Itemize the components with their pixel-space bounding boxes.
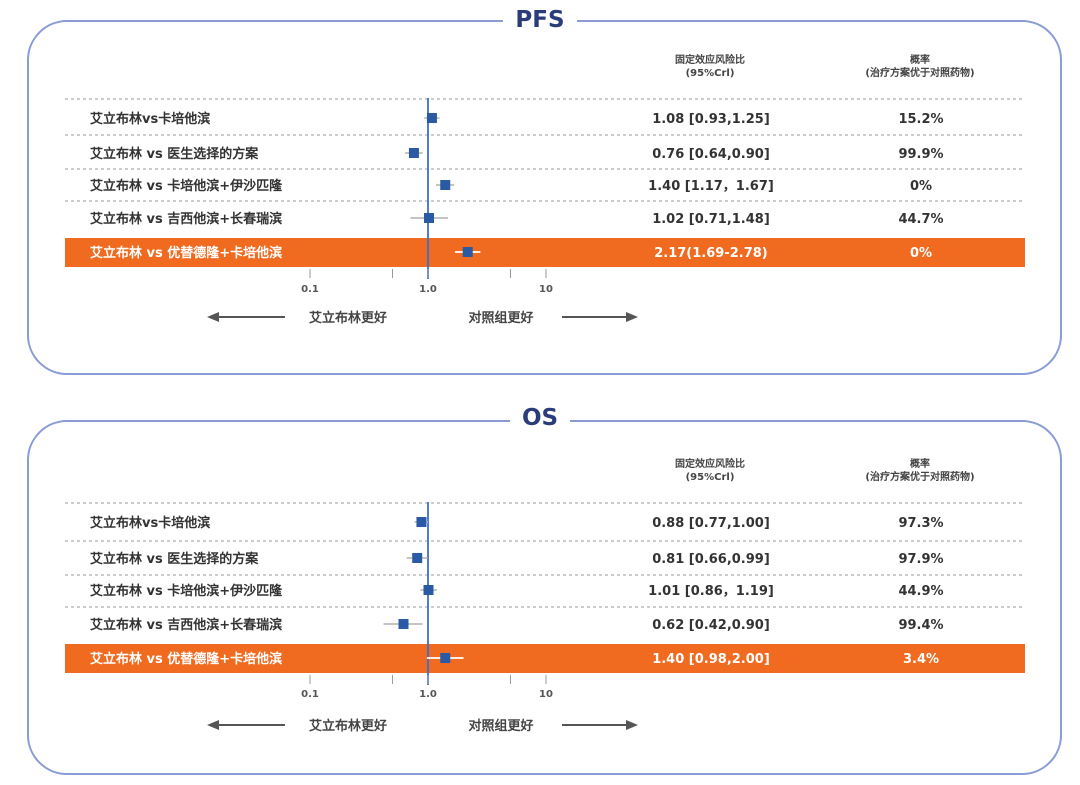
- pfs-prob-text: 44.7%: [898, 212, 943, 227]
- pfs-left-arrow-icon: [207, 312, 219, 322]
- pfs-title: PFS: [0, 7, 1080, 33]
- pfs-row-label: 艾立布林 vs 卡培他滨+伊沙匹隆: [90, 178, 283, 194]
- pfs-prob-text: 0%: [910, 246, 932, 261]
- pfs-right-direction-label: 对照组更好: [468, 310, 533, 326]
- pfs-highlight-row-bg: [65, 238, 1025, 267]
- os-panel: [27, 420, 1062, 775]
- pfs-right-arrow-icon: [626, 312, 638, 322]
- os-ci-text: 1.01 [0.86，1.19]: [648, 584, 774, 599]
- pfs-left-direction-label: 艾立布林更好: [309, 310, 387, 326]
- os-tick-label: 0.1: [301, 689, 319, 700]
- pfs-row-label: 艾立布林 vs 吉西他滨+长春瑞滨: [90, 211, 282, 227]
- os-prob-text: 44.9%: [898, 584, 943, 599]
- pfs-tick-label: 10: [539, 284, 553, 295]
- os-hr-marker: [412, 553, 423, 563]
- os-prob-column-header: 概率 (治疗方案优于对照药物): [865, 459, 975, 483]
- os-title: OS: [0, 405, 1080, 431]
- os-row-label: 艾立布林 vs 卡培他滨+伊沙匹隆: [90, 583, 283, 599]
- os-hr-marker: [423, 585, 434, 595]
- pfs-row-label: 艾立布林 vs 优替德隆+卡培他滨: [90, 245, 282, 261]
- os-highlight-row-bg: [65, 644, 1025, 673]
- pfs-row-label: 艾立布林vs卡培他滨: [90, 111, 210, 127]
- pfs-tick-label: 0.1: [301, 284, 319, 295]
- pfs-prob-text: 15.2%: [898, 112, 943, 127]
- pfs-ci-text: 1.02 [0.71,1.48]: [652, 212, 770, 227]
- os-ci-text: 1.40 [0.98,2.00]: [652, 652, 770, 667]
- os-row-label: 艾立布林 vs 医生选择的方案: [90, 551, 259, 567]
- pfs-prob-text: 0%: [910, 179, 932, 194]
- pfs-hr-marker: [426, 113, 437, 123]
- os-ci-text: 0.88 [0.77,1.00]: [652, 516, 770, 531]
- pfs-hr-column-header: 固定效应风险比 (95%Crl): [675, 55, 745, 79]
- pfs-hr-marker: [408, 148, 419, 158]
- os-right-direction-label: 对照组更好: [468, 718, 533, 734]
- os-prob-text: 3.4%: [903, 652, 939, 667]
- os-hr-marker: [398, 619, 409, 629]
- os-ci-text: 0.81 [0.66,0.99]: [652, 552, 770, 567]
- os-ci-text: 0.62 [0.42,0.90]: [652, 618, 770, 633]
- os-row-label: 艾立布林 vs 吉西他滨+长春瑞滨: [90, 617, 282, 633]
- os-tick-label: 1.0: [419, 689, 437, 700]
- os-hr-marker: [416, 517, 427, 527]
- os-hr-marker: [440, 653, 451, 663]
- os-hr-column-header: 固定效应风险比 (95%Crl): [675, 459, 745, 483]
- os-left-arrow-icon: [207, 720, 219, 730]
- os-prob-text: 99.4%: [898, 618, 943, 633]
- pfs-row-label: 艾立布林 vs 医生选择的方案: [90, 146, 259, 162]
- pfs-prob-column-header: 概率 (治疗方案优于对照药物): [865, 55, 975, 79]
- pfs-ci-text: 2.17(1.69-2.78): [654, 246, 768, 261]
- pfs-ci-text: 1.40 [1.17，1.67]: [648, 179, 774, 194]
- pfs-ci-text: 0.76 [0.64,0.90]: [652, 147, 770, 162]
- pfs-prob-text: 99.9%: [898, 147, 943, 162]
- os-tick-label: 10: [539, 689, 553, 700]
- os-row-label: 艾立布林 vs 优替德隆+卡培他滨: [90, 651, 282, 667]
- pfs-hr-marker: [462, 247, 473, 257]
- pfs-tick-label: 1.0: [419, 284, 437, 295]
- pfs-ci-text: 1.08 [0.93,1.25]: [652, 112, 770, 127]
- os-row-label: 艾立布林vs卡培他滨: [90, 515, 210, 531]
- os-left-direction-label: 艾立布林更好: [309, 718, 387, 734]
- os-right-arrow-icon: [626, 720, 638, 730]
- pfs-hr-marker: [424, 213, 435, 223]
- os-prob-text: 97.9%: [898, 552, 943, 567]
- os-prob-text: 97.3%: [898, 516, 943, 531]
- pfs-panel: [27, 20, 1062, 375]
- pfs-hr-marker: [440, 180, 451, 190]
